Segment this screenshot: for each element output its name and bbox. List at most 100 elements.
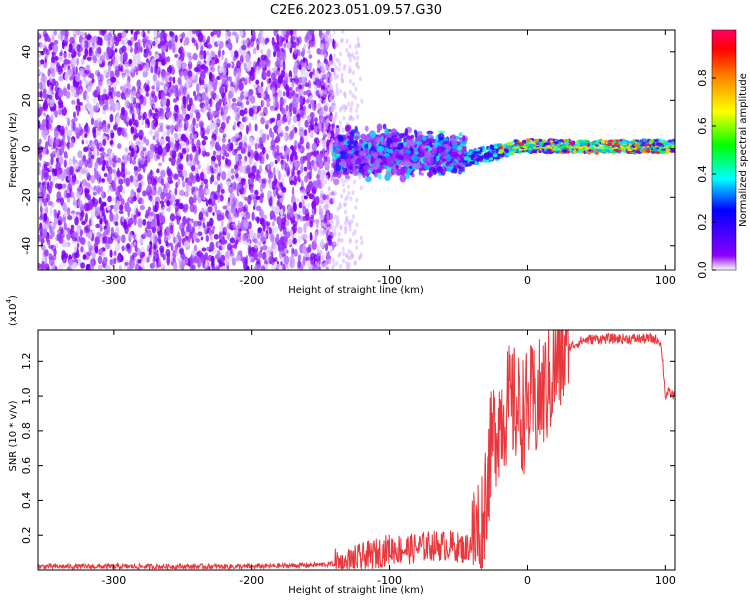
heatmap-cell (264, 169, 268, 176)
heatmap-cell (350, 100, 354, 106)
heatmap-cell (154, 130, 160, 138)
heatmap-cell (235, 239, 239, 245)
heatmap-cell (348, 219, 352, 225)
heatmap-cell (39, 183, 43, 193)
heatmap-cell (216, 39, 220, 46)
heatmap-cell (152, 119, 156, 125)
heatmap-cell (126, 171, 131, 176)
heatmap-cell (188, 196, 194, 206)
heatmap-cell (293, 68, 298, 76)
heatmap-cell (50, 111, 55, 121)
heatmap-cell (338, 202, 342, 208)
heatmap-cell (161, 58, 166, 66)
heatmap-cell (123, 52, 128, 62)
heatmap-cell (139, 237, 143, 246)
heatmap-cell (335, 87, 339, 93)
heatmap-cell (83, 40, 89, 49)
heatmap-cell (248, 155, 253, 165)
heatmap-cell (191, 198, 197, 204)
heatmap-cell (40, 238, 45, 244)
heatmap-cell (51, 150, 57, 155)
heatmap-cell (93, 185, 97, 191)
heatmap-cell (345, 194, 349, 200)
heatmap-cell (140, 31, 144, 37)
heatmap-cell (168, 205, 172, 210)
heatmap-cell (51, 168, 56, 177)
heatmap-cell (157, 162, 163, 167)
heatmap-cell (213, 180, 219, 186)
heatmap-cell (90, 175, 96, 184)
heatmap-cell (330, 106, 334, 112)
heatmap-cell (332, 240, 336, 246)
heatmap-cell (76, 242, 80, 248)
heatmap-cell (243, 90, 249, 98)
heatmap-cell (205, 189, 210, 195)
heatmap-cell (172, 261, 178, 270)
heatmap-cell (288, 132, 294, 141)
heatmap-cell (51, 35, 55, 41)
heatmap-cell (267, 171, 274, 179)
heatmap-cell (204, 252, 209, 260)
heatmap-cell (216, 30, 222, 38)
heatmap-cell (187, 70, 193, 78)
heatmap-cell (121, 106, 126, 116)
heatmap-cell (196, 139, 201, 150)
heatmap-cell (348, 238, 352, 244)
heatmap-cell (71, 231, 77, 238)
heatmap-cell (80, 128, 84, 134)
heatmap-cell (73, 50, 77, 58)
heatmap-cell (271, 36, 275, 46)
heatmap-cell (174, 187, 178, 196)
heatmap-cell (253, 205, 256, 210)
heatmap-cell (179, 152, 184, 159)
heatmap-cell (344, 105, 348, 111)
heatmap-cell (292, 223, 298, 234)
heatmap-cell (90, 211, 95, 219)
heatmap-cell (76, 43, 81, 52)
heatmap-cell (254, 106, 258, 114)
heatmap-cell (213, 233, 219, 240)
heatmap-cell (71, 99, 76, 105)
heatmap-cell (164, 85, 168, 94)
heatmap-cell (249, 229, 254, 239)
heatmap-cell (49, 95, 53, 101)
heatmap-cell (332, 119, 336, 125)
heatmap-cell (211, 229, 215, 235)
heatmap-cell (258, 111, 264, 118)
heatmap-cell (206, 50, 209, 56)
heatmap-cell (350, 253, 354, 259)
heatmap-cell (172, 200, 176, 205)
heatmap-cell (79, 181, 83, 189)
heatmap-cell (209, 122, 215, 131)
heatmap-cell (85, 64, 91, 71)
heatmap-cell (99, 203, 104, 212)
heatmap-cell (112, 252, 117, 257)
heatmap-cell (178, 113, 184, 122)
heatmap-cell (78, 67, 85, 76)
heatmap-cell (308, 216, 315, 224)
heatmap-cell (347, 53, 351, 59)
heatmap-cell (189, 231, 194, 239)
heatmap-cell (229, 237, 236, 244)
heatmap-cell (174, 84, 179, 90)
heatmap-cell (106, 46, 112, 54)
heatmap-cell (152, 135, 156, 141)
heatmap-cell (139, 99, 143, 106)
heatmap-cell (43, 112, 46, 117)
heatmap-cell (283, 159, 286, 170)
heatmap-cell (317, 102, 321, 111)
heatmap-cell (209, 217, 214, 227)
heatmap-cell (329, 247, 333, 253)
heatmap-cell (258, 244, 262, 251)
heatmap-cell (183, 103, 187, 109)
heatmap-cell (326, 220, 330, 226)
heatmap-cell (131, 159, 136, 165)
heatmap-cell (56, 170, 60, 177)
heatmap-cell (186, 119, 189, 129)
heatmap-cell (115, 90, 121, 98)
heatmap-cell (170, 141, 174, 150)
heatmap-cell (365, 176, 372, 183)
heatmap-cell (348, 43, 352, 49)
heatmap-cell (221, 244, 226, 251)
heatmap-cell (87, 103, 93, 112)
